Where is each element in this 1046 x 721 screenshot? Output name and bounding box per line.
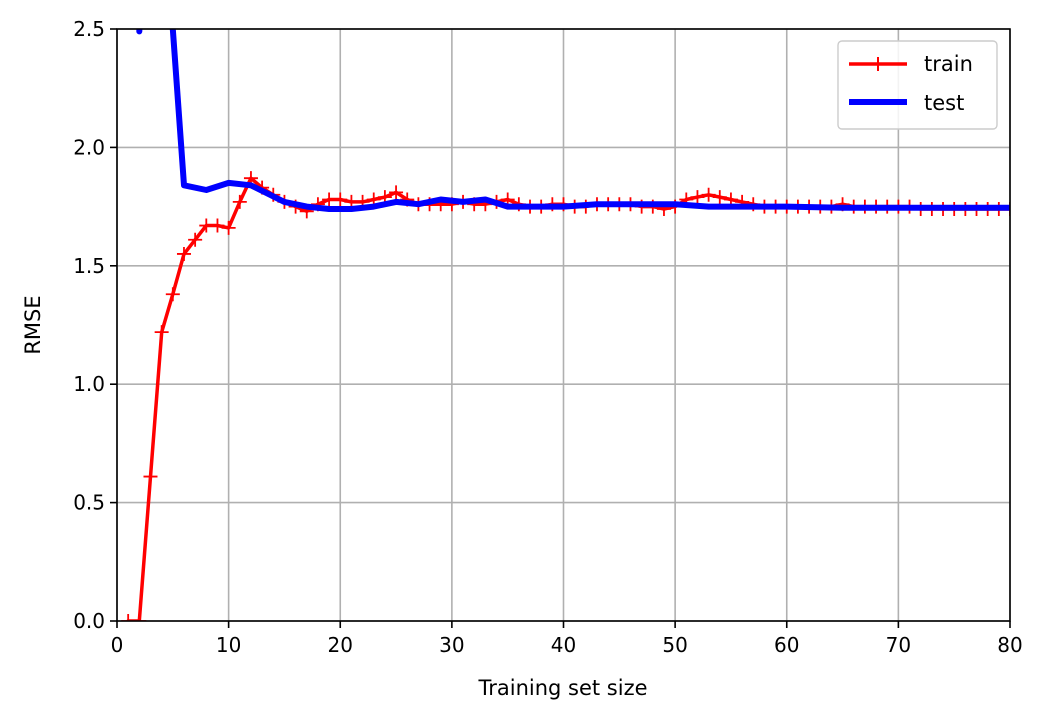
series-line-test <box>136 29 1010 212</box>
grid-lines <box>116 28 1011 622</box>
x-axis-label: Training set size <box>477 676 647 700</box>
x-tick-label: 50 <box>662 633 687 657</box>
x-tick-label: 40 <box>551 633 576 657</box>
data-point-train <box>690 190 705 205</box>
x-tick-label: 10 <box>216 633 241 657</box>
x-tick-label: 0 <box>111 633 124 657</box>
legend-test-label: test <box>924 91 964 115</box>
legend: train test <box>837 40 998 130</box>
legend-box <box>837 40 998 130</box>
x-tick-label: 70 <box>886 633 911 657</box>
x-tick-label: 80 <box>997 633 1022 657</box>
y-tick-label: 1.0 <box>73 372 105 396</box>
y-tick-label: 1.5 <box>73 254 105 278</box>
data-point-train <box>712 190 727 205</box>
legend-train-label: train <box>924 52 973 76</box>
data-point-train <box>132 614 147 621</box>
data-point-train <box>221 220 236 235</box>
data-point-train <box>333 192 348 207</box>
legend-train-marker <box>871 57 885 71</box>
x-tick-label: 20 <box>328 633 353 657</box>
x-tick-label: 30 <box>439 633 464 657</box>
data-point-train <box>232 194 247 209</box>
x-tick-label: 60 <box>774 633 799 657</box>
data-point-train <box>188 232 203 247</box>
series-layer <box>121 29 1010 621</box>
data-point-train <box>389 185 404 200</box>
data-point-train <box>143 469 158 484</box>
x-axis-ticks: 0 10 20 30 40 50 60 70 80 <box>111 621 1023 657</box>
y-axis-ticks: 0.0 0.5 1.0 1.5 2.0 2.5 <box>73 17 117 633</box>
data-point-train <box>165 287 180 302</box>
data-point-train <box>701 187 716 202</box>
y-tick-label: 2.0 <box>73 135 105 159</box>
y-axis-label: RMSE <box>21 295 45 354</box>
y-tick-label: 0.0 <box>73 609 105 633</box>
data-point-train <box>154 325 169 340</box>
y-tick-label: 0.5 <box>73 491 105 515</box>
data-point-train <box>210 218 225 233</box>
data-point-train <box>176 246 191 261</box>
data-point-train <box>121 614 136 621</box>
y-tick-label: 2.5 <box>73 17 105 41</box>
